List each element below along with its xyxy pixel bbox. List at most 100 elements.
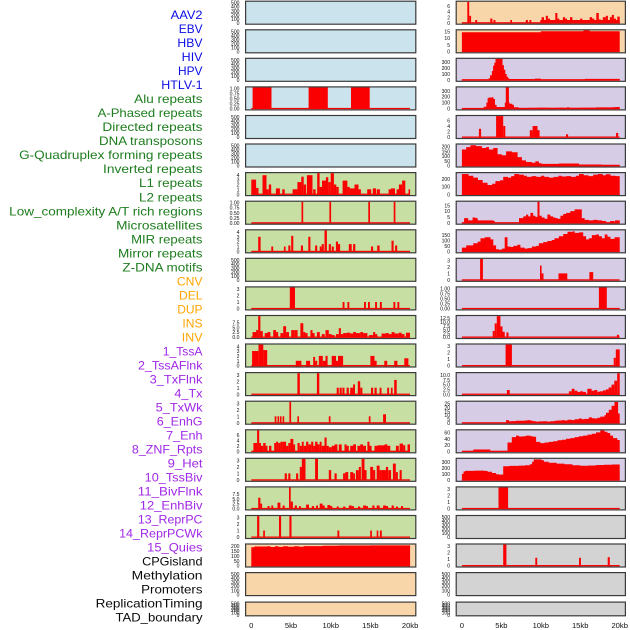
svg-text:0.25: 0.25	[440, 302, 450, 308]
svg-text:1: 1	[237, 529, 240, 535]
svg-text:INS: INS	[182, 316, 202, 330]
svg-text:1_TssA: 1_TssA	[163, 344, 203, 358]
svg-text:0.00: 0.00	[230, 221, 240, 227]
svg-text:1.00: 1.00	[230, 201, 240, 207]
svg-text:150: 150	[442, 233, 451, 239]
svg-text:0.75: 0.75	[440, 292, 450, 298]
svg-text:2: 2	[237, 522, 240, 528]
svg-text:20: 20	[444, 406, 450, 412]
svg-text:3: 3	[237, 178, 240, 184]
svg-text:5: 5	[447, 215, 450, 221]
svg-text:0: 0	[447, 192, 450, 198]
svg-text:0: 0	[447, 364, 450, 370]
svg-text:400: 400	[231, 604, 240, 610]
svg-text:0: 0	[460, 621, 464, 630]
svg-text:4: 4	[237, 230, 240, 236]
svg-text:10: 10	[444, 36, 450, 42]
svg-text:300: 300	[231, 37, 240, 43]
svg-text:0: 0	[447, 507, 450, 513]
svg-text:1: 1	[237, 414, 240, 420]
svg-text:4: 4	[447, 10, 450, 16]
svg-text:2.5: 2.5	[443, 331, 450, 337]
svg-text:5_TxWk: 5_TxWk	[156, 400, 204, 414]
svg-text:0: 0	[447, 221, 450, 227]
svg-text:20: 20	[444, 443, 450, 449]
svg-text:0.50: 0.50	[230, 211, 240, 217]
svg-text:Methylation: Methylation	[132, 569, 203, 583]
svg-text:2: 2	[447, 15, 450, 21]
svg-text:Low_complexity A/T rich region: Low_complexity A/T rich regions	[9, 204, 202, 218]
svg-text:0: 0	[447, 478, 450, 484]
svg-text:50: 50	[444, 159, 450, 165]
svg-text:0: 0	[447, 421, 450, 427]
svg-text:15_Quies: 15_Quies	[147, 541, 202, 555]
svg-text:200: 200	[231, 13, 240, 19]
svg-text:500: 500	[231, 601, 240, 607]
svg-text:500: 500	[231, 115, 240, 121]
svg-text:10.0: 10.0	[440, 320, 450, 326]
svg-text:300: 300	[231, 66, 240, 72]
svg-text:3_TxFlnk: 3_TxFlnk	[150, 372, 204, 386]
svg-text:0: 0	[447, 449, 450, 455]
svg-text:20kb: 20kb	[611, 621, 627, 630]
svg-text:2.5: 2.5	[443, 388, 450, 394]
svg-text:6: 6	[447, 119, 450, 125]
svg-text:Directed repeats: Directed repeats	[102, 120, 202, 134]
svg-text:Microsatellites: Microsatellites	[116, 218, 202, 232]
svg-text:300: 300	[231, 9, 240, 15]
svg-text:2: 2	[447, 494, 450, 500]
svg-text:200: 200	[231, 156, 240, 162]
svg-text:4: 4	[237, 173, 240, 179]
svg-text:1: 1	[447, 500, 450, 506]
svg-text:2: 2	[237, 408, 240, 414]
svg-text:CNV: CNV	[177, 274, 203, 288]
svg-text:12.5: 12.5	[440, 316, 450, 322]
svg-text:15: 15	[444, 409, 450, 415]
svg-text:100: 100	[231, 160, 240, 166]
svg-text:200: 200	[231, 584, 240, 590]
svg-text:10kb: 10kb	[322, 621, 338, 630]
svg-text:HPV: HPV	[178, 64, 203, 78]
svg-text:0: 0	[237, 278, 240, 284]
svg-text:11_BivFlnk: 11_BivFlnk	[138, 485, 204, 499]
svg-text:15: 15	[444, 203, 450, 209]
svg-text:500: 500	[442, 572, 451, 578]
svg-text:300: 300	[231, 152, 240, 158]
svg-text:400: 400	[231, 33, 240, 39]
svg-text:50: 50	[444, 244, 450, 250]
svg-text:200: 200	[442, 608, 451, 614]
svg-text:3: 3	[237, 401, 240, 407]
svg-text:4: 4	[237, 438, 240, 444]
svg-text:1: 1	[237, 245, 240, 251]
svg-text:EBV: EBV	[179, 22, 203, 36]
svg-text:7.5: 7.5	[232, 320, 239, 326]
svg-text:0.0: 0.0	[232, 507, 239, 513]
svg-text:8_ZNF_Rpts: 8_ZNF_Rpts	[132, 443, 203, 457]
svg-text:100: 100	[442, 472, 451, 478]
svg-text:0.25: 0.25	[230, 216, 240, 222]
svg-text:5.0: 5.0	[443, 328, 450, 334]
svg-text:0.0: 0.0	[443, 335, 450, 341]
svg-text:100: 100	[231, 611, 240, 617]
svg-text:7.5: 7.5	[232, 492, 239, 498]
svg-text:500: 500	[442, 515, 451, 521]
svg-text:100: 100	[231, 45, 240, 51]
svg-text:0: 0	[447, 564, 450, 570]
svg-text:6: 6	[447, 4, 450, 10]
svg-text:0: 0	[237, 364, 240, 370]
svg-text:1: 1	[447, 272, 450, 278]
svg-text:1: 1	[237, 187, 240, 193]
svg-text:150: 150	[231, 549, 240, 555]
svg-text:0.75: 0.75	[230, 92, 240, 98]
svg-text:2.5: 2.5	[232, 502, 239, 508]
svg-text:0: 0	[237, 421, 240, 427]
svg-text:200: 200	[442, 466, 451, 472]
svg-text:0.0: 0.0	[232, 335, 239, 341]
svg-text:10: 10	[444, 413, 450, 419]
svg-text:6: 6	[237, 433, 240, 439]
svg-text:1.00: 1.00	[440, 286, 450, 292]
svg-text:0: 0	[237, 392, 240, 398]
svg-text:400: 400	[442, 519, 451, 525]
svg-text:400: 400	[231, 576, 240, 582]
svg-text:0: 0	[447, 535, 450, 541]
